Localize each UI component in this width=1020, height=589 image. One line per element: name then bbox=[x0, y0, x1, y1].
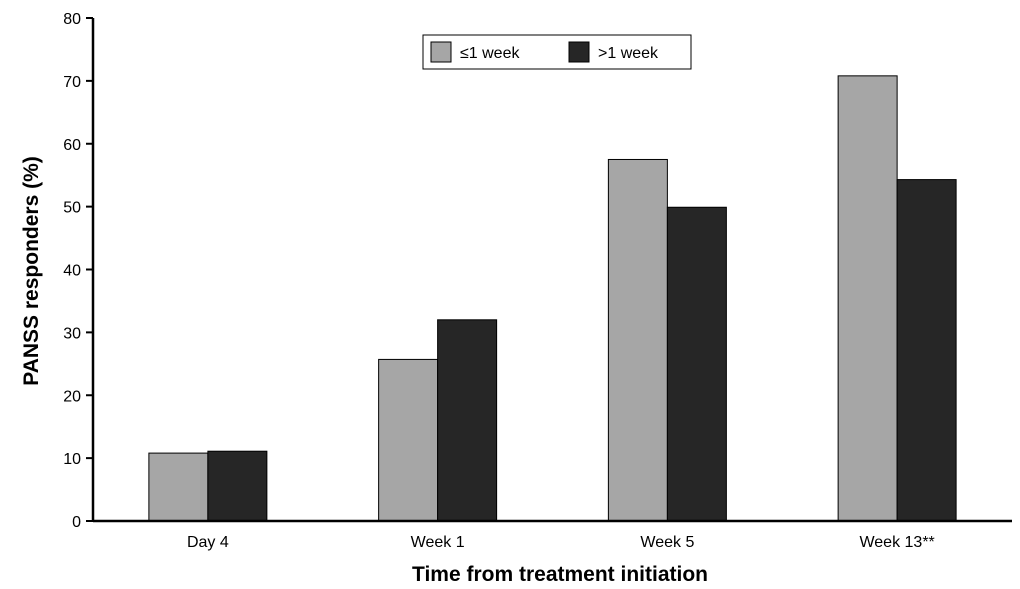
y-axis-ticks: 0 10 20 30 40 50 60 70 80 bbox=[63, 11, 93, 531]
bar-le1-week-2 bbox=[378, 358, 439, 522]
y-tick-label: 40 bbox=[63, 263, 81, 280]
y-tick-label: 60 bbox=[63, 137, 81, 154]
y-tick-label: 10 bbox=[63, 451, 81, 468]
bar-series bbox=[148, 75, 957, 522]
y-axis-title: PANSS responders (%) bbox=[20, 156, 43, 386]
y-tick-label: 70 bbox=[63, 74, 81, 91]
y-tick-label: 20 bbox=[63, 388, 81, 405]
x-tick-label: Week 5 bbox=[640, 534, 694, 551]
bar-le1-week-4 bbox=[837, 75, 898, 522]
legend-label: >1 week bbox=[598, 45, 659, 62]
x-axis-title: Time from treatment initiation bbox=[412, 563, 708, 586]
bar-gt1-week-1 bbox=[207, 450, 268, 522]
y-tick-label: 30 bbox=[63, 325, 81, 342]
legend-label: ≤1 week bbox=[460, 45, 520, 62]
legend-box bbox=[422, 34, 692, 70]
y-tick-label: 80 bbox=[63, 11, 81, 28]
bar-le1-week-1 bbox=[148, 452, 209, 522]
x-tick-label: Week 1 bbox=[411, 534, 465, 551]
x-tick-label: Week 13** bbox=[859, 534, 934, 551]
legend-swatch bbox=[568, 41, 590, 63]
legend-swatch bbox=[430, 41, 452, 63]
legend: ≤1 week >1 week bbox=[422, 34, 692, 70]
bar-gt1-week-2 bbox=[437, 319, 498, 522]
bar-gt1-week-3 bbox=[666, 206, 727, 522]
bar-gt1-week-4 bbox=[896, 179, 957, 522]
y-tick-label: 50 bbox=[63, 200, 81, 217]
x-axis-tick-labels: Day 4 Week 1 Week 5 Week 13** bbox=[187, 534, 935, 551]
bar-le1-week-3 bbox=[607, 158, 668, 522]
y-tick-label: 0 bbox=[72, 514, 81, 531]
x-tick-label: Day 4 bbox=[187, 534, 229, 551]
